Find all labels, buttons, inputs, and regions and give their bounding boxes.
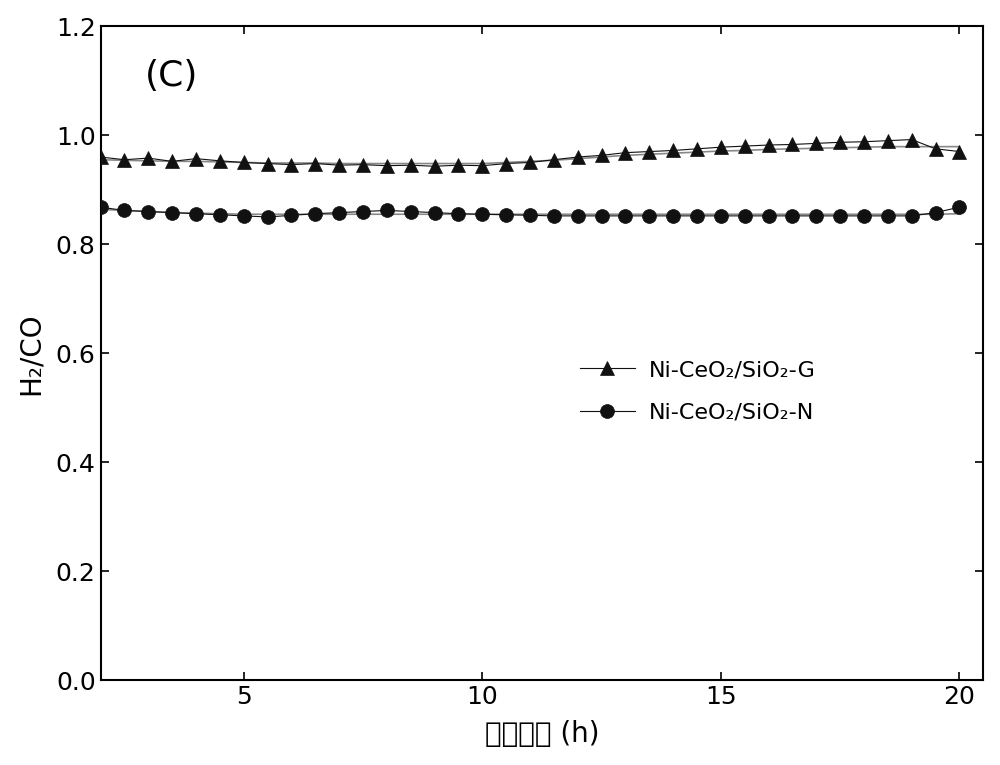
Y-axis label: H₂/CO: H₂/CO xyxy=(17,312,45,395)
Ni-CeO₂/SiO₂-N xyxy=(739,211,751,220)
Ni-CeO₂/SiO₂-G xyxy=(309,159,321,168)
Ni-CeO₂/SiO₂-G xyxy=(238,158,250,167)
Ni-CeO₂/SiO₂-G xyxy=(524,158,536,167)
Ni-CeO₂/SiO₂-N xyxy=(476,210,488,219)
Ni-CeO₂/SiO₂-G xyxy=(381,161,393,171)
Ni-CeO₂/SiO₂-N xyxy=(834,211,846,220)
Ni-CeO₂/SiO₂-G xyxy=(739,142,751,151)
Legend: Ni-CeO₂/SiO₂-G, Ni-CeO₂/SiO₂-N: Ni-CeO₂/SiO₂-G, Ni-CeO₂/SiO₂-N xyxy=(571,351,824,431)
Ni-CeO₂/SiO₂-N xyxy=(238,211,250,220)
Ni-CeO₂/SiO₂-N xyxy=(166,208,178,217)
Ni-CeO₂/SiO₂-N xyxy=(548,211,560,220)
Ni-CeO₂/SiO₂-G xyxy=(715,142,727,151)
Ni-CeO₂/SiO₂-G xyxy=(357,160,369,169)
Ni-CeO₂/SiO₂-N xyxy=(643,211,655,220)
Ni-CeO₂/SiO₂-N xyxy=(214,210,226,220)
Ni-CeO₂/SiO₂-N xyxy=(285,210,297,220)
Ni-CeO₂/SiO₂-N xyxy=(381,206,393,215)
Ni-CeO₂/SiO₂-N xyxy=(357,207,369,216)
Ni-CeO₂/SiO₂-N xyxy=(95,203,107,212)
Ni-CeO₂/SiO₂-N xyxy=(190,209,202,218)
Ni-CeO₂/SiO₂-N xyxy=(882,211,894,220)
Line: Ni-CeO₂/SiO₂-G: Ni-CeO₂/SiO₂-G xyxy=(94,132,966,173)
Ni-CeO₂/SiO₂-N xyxy=(691,211,703,220)
Ni-CeO₂/SiO₂-G xyxy=(333,161,345,170)
Line: Ni-CeO₂/SiO₂-N: Ni-CeO₂/SiO₂-N xyxy=(94,200,966,224)
Ni-CeO₂/SiO₂-G xyxy=(95,152,107,161)
Ni-CeO₂/SiO₂-G xyxy=(643,147,655,156)
Ni-CeO₂/SiO₂-G xyxy=(262,159,274,168)
Text: (C): (C) xyxy=(145,59,198,93)
Ni-CeO₂/SiO₂-N xyxy=(524,210,536,220)
Ni-CeO₂/SiO₂-N xyxy=(333,208,345,217)
Ni-CeO₂/SiO₂-G xyxy=(190,154,202,163)
Ni-CeO₂/SiO₂-N xyxy=(930,208,942,217)
Ni-CeO₂/SiO₂-G xyxy=(429,161,441,171)
Ni-CeO₂/SiO₂-G xyxy=(930,145,942,154)
Ni-CeO₂/SiO₂-G xyxy=(285,160,297,169)
Ni-CeO₂/SiO₂-N xyxy=(715,211,727,220)
Ni-CeO₂/SiO₂-N xyxy=(500,210,512,220)
Ni-CeO₂/SiO₂-G xyxy=(405,161,417,170)
Ni-CeO₂/SiO₂-G xyxy=(142,154,154,163)
Ni-CeO₂/SiO₂-G xyxy=(691,145,703,154)
Ni-CeO₂/SiO₂-N xyxy=(619,211,631,220)
Ni-CeO₂/SiO₂-N xyxy=(309,209,321,218)
Ni-CeO₂/SiO₂-N xyxy=(810,211,822,220)
Ni-CeO₂/SiO₂-N xyxy=(452,209,464,218)
Ni-CeO₂/SiO₂-N xyxy=(667,211,679,220)
Ni-CeO₂/SiO₂-N xyxy=(262,213,274,222)
Ni-CeO₂/SiO₂-G xyxy=(834,138,846,147)
Ni-CeO₂/SiO₂-G xyxy=(667,146,679,155)
Ni-CeO₂/SiO₂-G xyxy=(953,147,965,156)
Ni-CeO₂/SiO₂-G xyxy=(166,157,178,166)
Ni-CeO₂/SiO₂-N xyxy=(858,211,870,220)
Ni-CeO₂/SiO₂-G xyxy=(500,159,512,168)
Ni-CeO₂/SiO₂-G xyxy=(786,140,798,149)
Ni-CeO₂/SiO₂-G xyxy=(763,141,775,150)
Ni-CeO₂/SiO₂-G xyxy=(214,156,226,165)
Ni-CeO₂/SiO₂-G xyxy=(452,161,464,170)
Ni-CeO₂/SiO₂-G xyxy=(118,155,130,164)
Ni-CeO₂/SiO₂-G xyxy=(882,136,894,145)
Ni-CeO₂/SiO₂-N xyxy=(763,211,775,220)
Ni-CeO₂/SiO₂-G xyxy=(596,151,608,160)
Ni-CeO₂/SiO₂-G xyxy=(619,148,631,158)
Ni-CeO₂/SiO₂-G xyxy=(906,135,918,144)
X-axis label: 反应时间 (h): 反应时间 (h) xyxy=(485,721,599,748)
Ni-CeO₂/SiO₂-N xyxy=(429,208,441,217)
Ni-CeO₂/SiO₂-N xyxy=(906,211,918,220)
Ni-CeO₂/SiO₂-N xyxy=(118,206,130,215)
Ni-CeO₂/SiO₂-N xyxy=(953,203,965,212)
Ni-CeO₂/SiO₂-G xyxy=(476,161,488,171)
Ni-CeO₂/SiO₂-G xyxy=(810,138,822,148)
Ni-CeO₂/SiO₂-G xyxy=(858,137,870,146)
Ni-CeO₂/SiO₂-G xyxy=(548,155,560,164)
Ni-CeO₂/SiO₂-G xyxy=(572,152,584,161)
Ni-CeO₂/SiO₂-N xyxy=(405,207,417,216)
Ni-CeO₂/SiO₂-N xyxy=(142,207,154,216)
Ni-CeO₂/SiO₂-N xyxy=(596,211,608,220)
Ni-CeO₂/SiO₂-N xyxy=(572,211,584,220)
Ni-CeO₂/SiO₂-N xyxy=(786,211,798,220)
